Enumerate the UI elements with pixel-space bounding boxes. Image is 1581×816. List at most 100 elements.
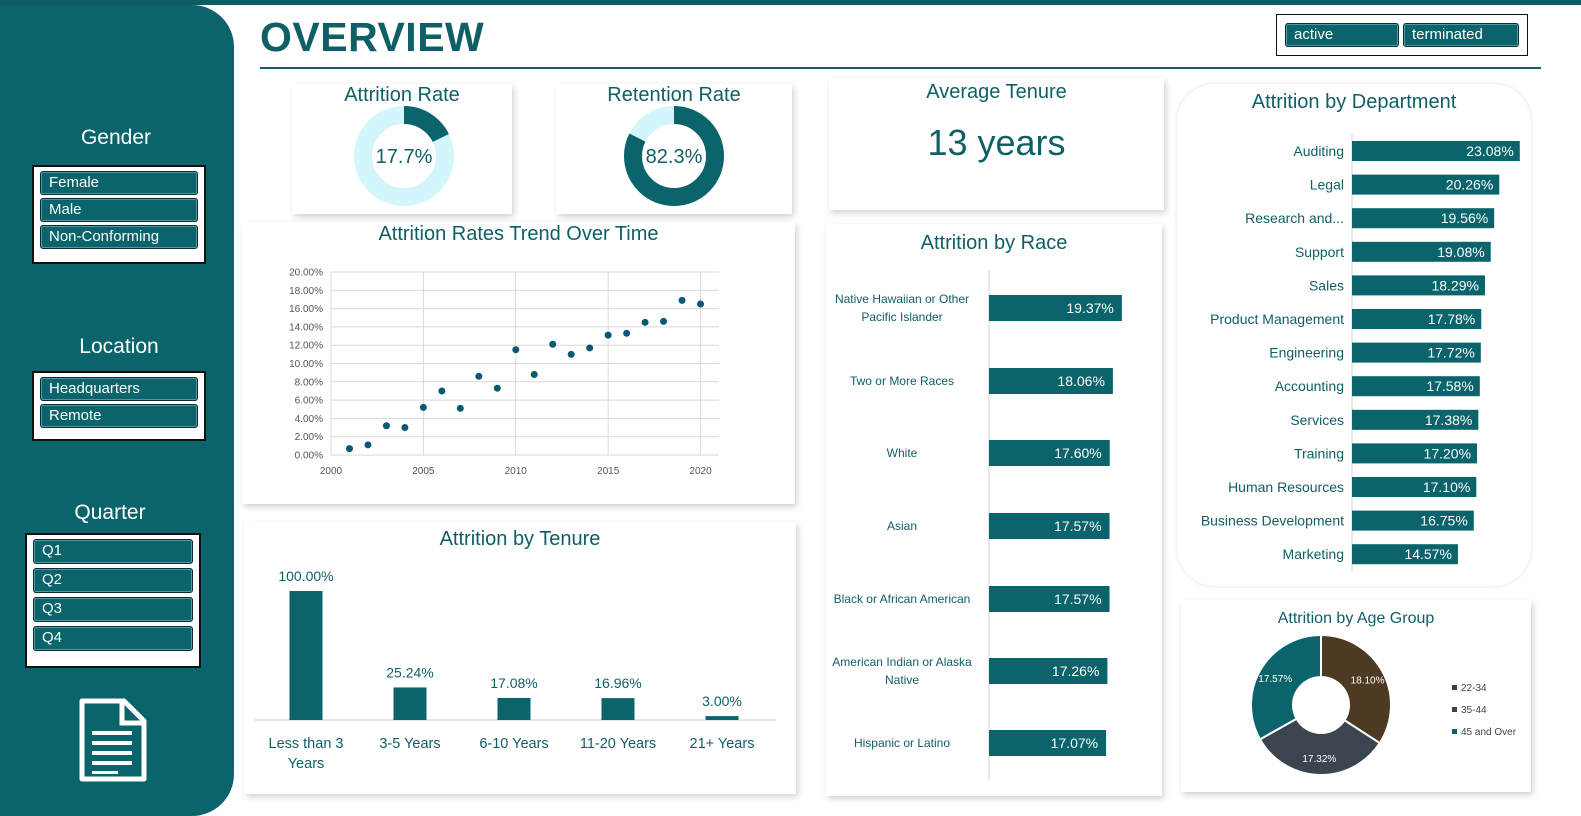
quarter-option-q3[interactable]: Q3 [33,597,193,622]
tenure-chart-title: Attrition by Tenure [439,528,601,550]
age-legend-swatch [1452,707,1457,712]
trend-point [678,296,686,304]
tenure-category-label: Less than 3 [269,736,344,752]
department-bar-label: 19.56% [1441,210,1488,226]
trend-point [549,340,557,348]
race-category-label: Two or More Races [850,374,954,388]
age-legend-swatch [1452,729,1457,734]
trend-point [512,346,520,354]
average-tenure-value: 13 years [927,122,1066,163]
attrition-rate-value: 17.7% [376,146,433,168]
department-bar [1352,208,1495,229]
quarter-slicer-title: Quarter [74,501,146,524]
department-category-label: Sales [1309,277,1344,293]
age-slice [1258,717,1382,776]
race-chart: 19.37% Native Hawaiian or Other Pacific Is… [832,270,1122,780]
age-chart-title: Attrition by Age Group [1277,610,1435,627]
tenure-category-label: 6-10 Years [479,736,548,752]
retention-rate-title: Retention Rate [607,84,741,106]
race-bar-label: 17.57% [1054,518,1101,534]
race-category-label: White [887,446,918,460]
tenure-category-label: Years [288,756,325,772]
tenure-bar-label: 3.00% [702,693,742,709]
location-option-remote[interactable]: Remote [40,404,198,428]
quarter-option-q2[interactable]: Q2 [33,568,193,593]
trend-point [604,331,612,339]
tenure-category-label: 21+ Years [690,736,755,752]
race-bar-label: 17.07% [1051,735,1098,751]
tenure-bar-label: 16.96% [594,675,641,691]
department-category-label: Services [1290,412,1344,428]
trend-point [364,441,372,449]
trend-chart-title: Attrition Rates Trend Over Time [378,223,659,245]
trend-y-tick-label: 18.00% [289,286,323,297]
race-bar [989,513,1110,539]
department-category-label: Training [1294,445,1344,461]
gender-option-non-conforming[interactable]: Non-Conforming [40,225,198,249]
department-bar-label: 16.75% [1420,513,1467,529]
trend-y-tick-label: 6.00% [295,396,323,407]
department-bar-label: 20.26% [1446,177,1493,193]
trend-point [641,318,649,326]
race-bar [989,440,1110,466]
department-category-label: Legal [1310,177,1344,193]
retention-rate-card: Retention Rate 82.3% [556,84,792,214]
trend-x-tick-label: 2015 [597,466,620,477]
sidebar: Gender Female Male Non-Conforming Locati… [0,5,234,816]
department-category-label: Accounting [1275,378,1344,394]
attrition-race-card: Attrition by Race 19.37% Native Hawaiian … [826,224,1162,796]
trend-y-tick-label: 14.00% [289,322,323,333]
department-bar [1352,241,1491,262]
document-icon[interactable] [78,697,148,783]
tenure-bar-label: 25.24% [386,664,433,680]
status-option-terminated[interactable]: terminated [1403,23,1519,47]
gender-option-male[interactable]: Male [40,198,198,222]
trend-x-tick-label: 2010 [505,466,528,477]
top-accent-line [0,0,1581,5]
page-title: OVERVIEW [260,14,485,60]
quarter-slicer: Q1 Q2 Q3 Q4 [25,533,201,668]
race-bar [989,658,1108,684]
retention-rate-value: 82.3% [646,146,703,168]
attrition-department-card: Attrition by Department 23.08% Auditing 20… [1177,84,1531,586]
race-category-label: American Indian or Alaska [832,655,972,669]
department-bar [1352,409,1479,430]
gender-slicer: Female Male Non-Conforming [32,165,206,264]
department-bar-label: 17.72% [1427,345,1474,361]
status-slicer: active terminated [1276,14,1528,56]
quarter-option-q4[interactable]: Q4 [33,626,193,651]
trend-y-tick-label: 0.00% [295,451,323,462]
location-option-headquarters[interactable]: Headquarters [40,377,198,401]
status-option-active[interactable]: active [1285,23,1399,47]
department-category-label: Support [1295,244,1344,260]
tenure-bar [601,698,635,720]
department-bar [1352,141,1520,161]
department-bar [1352,342,1481,363]
race-bar-label: 17.26% [1052,663,1099,679]
tenure-category-label: 11-20 Years [580,736,656,752]
department-bar [1352,309,1482,329]
department-bar [1352,376,1480,397]
age-slice-label: 18.10% [1351,676,1385,687]
department-category-label: Product Management [1210,311,1344,327]
trend-point [419,403,427,411]
age-legend-label: 45 and Over [1461,727,1517,738]
gender-slicer-title: Gender [80,126,152,149]
attrition-donut-value [354,106,454,206]
trend-point [586,344,594,352]
trend-y-tick-label: 4.00% [295,414,323,425]
department-bar [1352,477,1477,497]
trend-y-tick-label: 8.00% [295,377,323,388]
race-bar-label: 19.37% [1066,300,1113,316]
trend-y-tick-label: 10.00% [289,359,323,370]
quarter-option-q1[interactable]: Q1 [33,539,193,564]
age-chart: 18.10% 17.32% 17.57% 22-34 35-44 45 and Over [1250,633,1517,776]
tenure-category-label: 3-5 Years [379,736,440,752]
trend-x-tick-label: 2005 [412,466,435,477]
trend-point [456,404,464,412]
gender-option-female[interactable]: Female [40,171,198,195]
average-tenure-title: Average Tenure [926,81,1067,103]
attrition-rate-title: Attrition Rate [344,84,460,106]
title-divider [260,67,1541,69]
trend-y-tick-label: 12.00% [289,341,323,352]
